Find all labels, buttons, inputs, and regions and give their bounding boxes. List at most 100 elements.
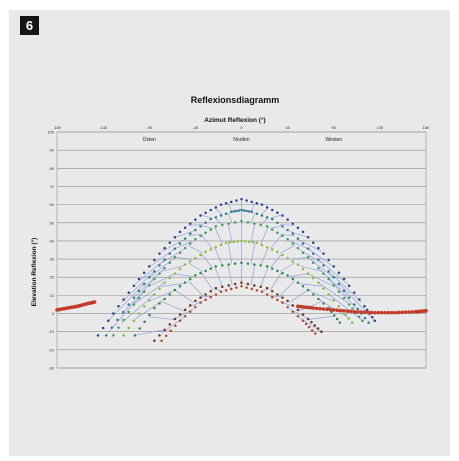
sun-path-point	[338, 308, 343, 313]
y-tick-label: 0	[52, 311, 55, 316]
mesh-line	[270, 214, 282, 219]
reflection-chart: Reflexionsdiagramm Azimut Reflexion (°) …	[30, 95, 430, 371]
series-point	[163, 328, 166, 332]
series-point	[137, 296, 141, 300]
series-point	[250, 200, 253, 204]
series-point	[271, 208, 274, 212]
series-point	[153, 258, 156, 262]
mesh-line	[289, 240, 309, 249]
series-point	[373, 319, 376, 323]
series-point	[233, 262, 237, 265]
series-point	[281, 296, 284, 299]
mesh-line	[187, 280, 204, 297]
sun-path-point	[314, 306, 319, 311]
series-point	[306, 247, 310, 250]
series-point	[209, 248, 212, 251]
mesh-line	[161, 283, 184, 287]
mesh-lines	[107, 199, 376, 336]
sun-path-point	[311, 306, 316, 310]
series-point	[148, 275, 151, 279]
series-point	[361, 319, 364, 323]
series-point	[240, 261, 243, 264]
region-label: Osten	[143, 137, 157, 143]
series-point	[189, 260, 192, 263]
region-label: Westen	[325, 137, 342, 143]
series-point	[178, 267, 182, 271]
series-point	[240, 219, 243, 223]
series-point	[317, 266, 320, 270]
series-point	[357, 315, 361, 318]
series-point	[183, 308, 187, 312]
mesh-line	[148, 248, 175, 268]
series-point	[365, 308, 369, 312]
series-point	[265, 246, 269, 249]
y-tick-label: 80	[50, 166, 55, 171]
y-tick-label: 30	[50, 257, 55, 262]
series-point	[168, 241, 171, 244]
x-axis-label: Azimut Reflexion (°)	[204, 116, 265, 124]
series-point	[259, 285, 262, 289]
series-point	[168, 261, 171, 264]
series-point	[259, 223, 262, 227]
series-point	[245, 199, 248, 202]
series-point	[227, 284, 230, 287]
mesh-line	[250, 264, 256, 285]
series-point	[310, 329, 314, 332]
series-point	[173, 317, 177, 321]
sun-path-point	[424, 309, 428, 313]
series-point	[271, 248, 274, 251]
series-point	[301, 230, 305, 234]
series-point	[276, 298, 279, 302]
sun-path-point	[400, 310, 404, 315]
series-point	[276, 293, 279, 296]
series-point	[255, 241, 259, 244]
mesh-line	[318, 282, 349, 304]
series-point	[304, 322, 308, 326]
series-point	[265, 293, 269, 296]
series-point	[133, 334, 137, 337]
series-point	[232, 210, 236, 213]
mesh-line	[188, 262, 204, 273]
series-point	[347, 284, 351, 288]
series-point	[253, 284, 256, 287]
series-point	[221, 223, 224, 227]
series-point	[174, 324, 177, 328]
series-point	[199, 214, 202, 217]
series-point	[240, 239, 243, 243]
series-point	[259, 264, 262, 267]
series-point	[132, 296, 136, 299]
series-point	[122, 298, 125, 301]
series-point	[224, 212, 228, 215]
y-axis-label: Elevation Reflexion (°)	[30, 238, 38, 307]
series-point	[342, 296, 346, 300]
series-point	[281, 301, 284, 304]
mesh-line	[308, 315, 335, 320]
series-point	[189, 242, 192, 245]
y-tick-label: 40	[50, 238, 55, 243]
series-point	[276, 269, 279, 273]
series-point	[301, 267, 305, 271]
series-point	[199, 234, 202, 238]
x-tick-label: -90	[146, 125, 153, 130]
series-point	[204, 231, 207, 235]
mesh-line	[134, 329, 165, 336]
series-point	[312, 276, 315, 280]
series-point	[194, 218, 197, 221]
series-point	[214, 206, 218, 209]
series-point	[313, 324, 317, 327]
sun-path-point	[355, 310, 360, 314]
series-point	[286, 228, 289, 232]
mesh-line	[214, 247, 223, 266]
series-point	[255, 289, 259, 292]
mesh-line	[227, 212, 233, 224]
series-point	[342, 277, 346, 281]
sun-path-point	[410, 310, 415, 314]
mesh-line	[269, 272, 282, 291]
series-point	[260, 214, 264, 217]
series-point	[137, 289, 141, 293]
mesh-line	[260, 247, 269, 266]
series-point	[291, 277, 294, 281]
series-point	[194, 256, 197, 260]
series-point	[230, 287, 233, 291]
sun-path-point	[376, 310, 380, 315]
